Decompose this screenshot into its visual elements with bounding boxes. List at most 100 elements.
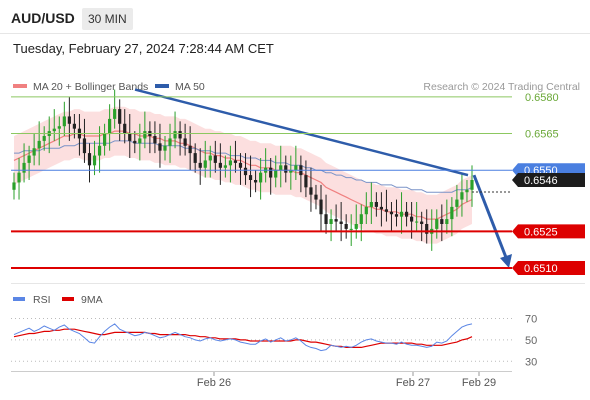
candle-body xyxy=(304,175,308,188)
candle-body xyxy=(379,206,384,210)
candle-body xyxy=(329,219,333,224)
candle-body xyxy=(359,214,363,224)
x-tick-label: Feb 29 xyxy=(462,377,496,389)
candle-body xyxy=(208,155,212,161)
x-tick-label: Feb 26 xyxy=(197,377,231,389)
candle-body xyxy=(289,170,293,173)
candle-body xyxy=(243,167,248,176)
projection-arrow-head xyxy=(500,254,512,268)
candle-body xyxy=(37,140,41,149)
rsi-tick-30: 30 xyxy=(525,356,537,368)
candle-body xyxy=(193,153,197,163)
candle-body xyxy=(314,194,318,200)
candle-body xyxy=(42,136,46,141)
candle-body xyxy=(198,162,202,168)
candle-body xyxy=(274,170,278,178)
timeframe-button[interactable]: 30 MIN xyxy=(82,8,133,30)
candle-body xyxy=(339,221,343,224)
symbol-label: AUD/USD xyxy=(11,10,75,26)
candle-body xyxy=(67,116,71,124)
candle-body xyxy=(460,192,464,200)
level-label-0.6525: 0.6525 xyxy=(524,226,558,238)
candle-body xyxy=(269,167,273,178)
rsi-tick-70: 70 xyxy=(525,314,537,326)
price-plot xyxy=(12,88,512,268)
candle-body xyxy=(394,214,399,217)
trendline xyxy=(134,88,469,177)
bollinger-legend-swatch xyxy=(13,84,27,88)
candle-body xyxy=(259,172,263,183)
candle-body xyxy=(253,180,258,183)
candle-body xyxy=(178,131,182,139)
candle-body xyxy=(284,165,288,173)
candle-body xyxy=(102,133,107,146)
rsi-legend-label: RSI xyxy=(33,294,51,306)
candle-body xyxy=(404,211,409,217)
projection-arrow-shaft xyxy=(472,174,509,261)
bollinger-band xyxy=(14,106,472,244)
candle-body xyxy=(410,216,414,222)
candle-body xyxy=(188,145,192,154)
candle-body xyxy=(72,123,76,129)
ma50-line xyxy=(14,140,473,193)
candle-body xyxy=(384,209,389,212)
candle-body xyxy=(17,172,21,183)
candle-body xyxy=(163,145,167,151)
ma50-legend-label: MA 50 xyxy=(175,81,205,93)
chart-header: AUD/USD 30 MIN xyxy=(0,0,590,38)
candle-body xyxy=(309,187,313,195)
candle-body xyxy=(324,214,328,224)
candle-body xyxy=(334,219,338,222)
candle-body xyxy=(450,206,454,220)
candle-body xyxy=(344,224,348,229)
candle-body xyxy=(113,109,117,119)
candle-body xyxy=(455,199,459,207)
level-label-0.6510: 0.6510 xyxy=(524,263,558,275)
candle-body xyxy=(108,118,112,134)
candle-body xyxy=(57,126,61,129)
candle-body xyxy=(27,155,31,163)
ma20-line xyxy=(13,130,473,220)
candle-body xyxy=(12,182,16,190)
rsi-ma-legend-swatch xyxy=(62,297,74,301)
candle-body xyxy=(349,228,353,230)
candle-body xyxy=(364,206,368,215)
ma50-legend-swatch xyxy=(155,84,169,88)
candle-body xyxy=(354,224,358,229)
candle-body xyxy=(97,145,102,156)
candle-body xyxy=(123,123,127,134)
candle-body xyxy=(203,160,207,168)
rsi-plot: 70 50 30 xyxy=(11,314,537,368)
last-price-label: 0.6546 xyxy=(524,175,558,187)
candle-body xyxy=(435,219,439,229)
candle-body xyxy=(92,155,97,166)
level-tag-0.6525 xyxy=(512,224,585,239)
candle-body xyxy=(223,165,227,168)
bollinger-legend-label: MA 20 + Bollinger Bands xyxy=(33,81,148,93)
candle-body xyxy=(319,199,323,215)
candle-body xyxy=(374,202,378,207)
rsi-line xyxy=(13,323,473,352)
candle-body xyxy=(389,211,394,215)
x-axis: Feb 26 Feb 27 Feb 29 xyxy=(11,371,512,389)
candle-body xyxy=(399,211,404,217)
candle-body xyxy=(415,221,419,223)
candle-body xyxy=(440,219,444,224)
candle-body xyxy=(118,109,122,124)
level-tag-0.6510 xyxy=(512,261,585,275)
candle-body xyxy=(445,219,449,224)
candle-body xyxy=(228,160,233,166)
last-price-tag xyxy=(512,173,585,187)
candle-body xyxy=(158,143,162,151)
candle-body xyxy=(138,138,142,144)
candle-body xyxy=(248,175,253,180)
candle-body xyxy=(279,165,283,171)
candle-body xyxy=(294,165,298,171)
candle-body xyxy=(183,138,187,146)
candle-body xyxy=(22,162,26,173)
rsi-ma-legend-label: 9MA xyxy=(81,294,103,306)
candle-body xyxy=(218,162,222,168)
candle-body xyxy=(173,131,177,139)
candle-body xyxy=(143,131,147,139)
